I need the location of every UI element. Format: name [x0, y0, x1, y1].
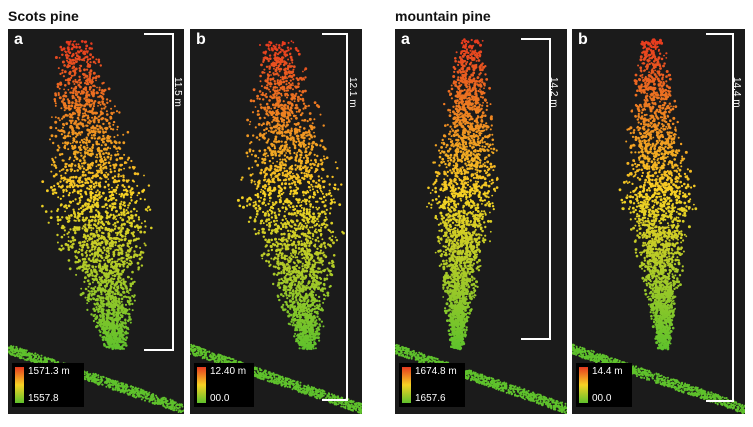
color-scale-bar: [197, 367, 206, 403]
point-cloud-panel-scots-a: a 11.5 m 1571.3 m 1557.8: [8, 29, 184, 414]
color-legend: 1674.8 m 1657.6: [399, 363, 465, 407]
color-legend: 14.4 m 00.0: [576, 363, 632, 407]
height-label: 14.4 m: [731, 77, 742, 108]
color-scale-bar: [402, 367, 411, 403]
height-bracket: [322, 33, 348, 401]
height-label: 11.5 m: [172, 77, 183, 107]
color-legend: 1571.3 m 1557.8: [12, 363, 84, 407]
height-label: 14.2 m: [548, 77, 559, 108]
height-bracket: [521, 38, 551, 340]
color-legend: 12.40 m 00.0: [194, 363, 254, 407]
panel-letter: b: [196, 31, 206, 48]
panel-letter: a: [14, 31, 23, 48]
legend-max: 12.40 m: [210, 366, 247, 377]
color-scale-bar: [15, 367, 24, 403]
point-cloud-panel-scots-b: b 12.1 m 12.40 m 00.0: [190, 29, 362, 414]
panel-letter: a: [401, 31, 410, 48]
height-bracket: [144, 33, 174, 351]
legend-min: 00.0: [210, 393, 230, 404]
point-cloud-panel-mountain-b: b 14.4 m 14.4 m 00.0: [572, 29, 745, 414]
legend-min: 1657.6: [415, 393, 446, 404]
point-cloud-image: [395, 38, 567, 414]
point-cloud-panel-mountain-a: a 14.2 m 1674.8 m 1657.6: [395, 29, 567, 414]
point-cloud-image: [8, 40, 184, 414]
height-label: 12.1 m: [347, 77, 358, 108]
legend-min: 1557.8: [28, 393, 59, 404]
panel-letter: b: [578, 31, 588, 48]
legend-max: 1571.3 m: [28, 366, 70, 377]
legend-max: 1674.8 m: [415, 366, 457, 377]
legend-min: 00.0: [592, 393, 612, 404]
legend-max: 14.4 m: [592, 366, 623, 377]
height-bracket: [706, 33, 734, 402]
color-scale-bar: [579, 367, 588, 403]
group-title-mountain-pine: mountain pine: [395, 8, 491, 24]
group-title-scots-pine: Scots pine: [8, 8, 79, 24]
